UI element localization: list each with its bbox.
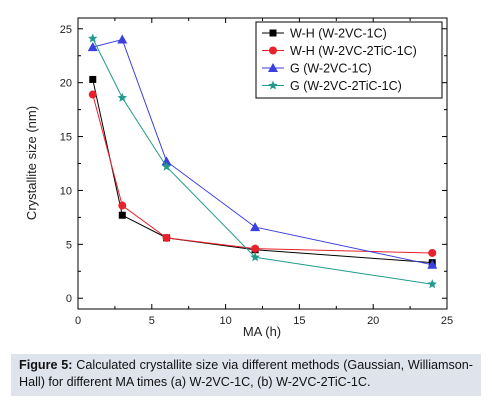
y-tick-label: 0	[66, 293, 72, 305]
data-point	[162, 233, 171, 242]
legend-marker	[268, 63, 278, 72]
data-point	[250, 252, 260, 262]
data-point	[89, 75, 97, 83]
data-point	[251, 244, 260, 253]
data-point	[88, 33, 98, 43]
data-point	[161, 161, 172, 171]
x-axis-label: MA (h)	[243, 324, 281, 339]
legend-box	[255, 21, 443, 99]
series-4	[88, 33, 437, 289]
y-tick-label: 25	[60, 24, 72, 36]
x-tick-label: 20	[367, 315, 379, 327]
legend-marker	[269, 46, 277, 55]
data-point	[428, 248, 437, 257]
legend-marker	[268, 80, 278, 90]
x-tick-label: 15	[293, 315, 305, 327]
x-tick-label: 25	[441, 315, 453, 327]
series-1	[89, 75, 436, 267]
data-point	[118, 211, 126, 219]
data-point	[117, 92, 128, 102]
x-tick-label: 0	[75, 315, 81, 327]
data-point	[88, 90, 97, 99]
y-tick-label: 10	[60, 185, 72, 197]
x-tick-label: 5	[149, 315, 155, 327]
data-point	[118, 201, 127, 210]
series-2	[88, 90, 437, 257]
figure-caption: Figure 5: Calculated crystallite size vi…	[11, 354, 481, 396]
data-point	[427, 279, 437, 289]
caption-label: Figure 5:	[19, 358, 73, 372]
series-line	[92, 94, 433, 254]
y-tick-label: 5	[66, 239, 72, 251]
legend-entry: G (W-2VC-1C)	[290, 62, 372, 76]
data-point	[117, 34, 128, 44]
legend-entry: G (W-2VC-2TiC-1C)	[290, 79, 402, 93]
y-tick-label: 20	[60, 78, 72, 90]
legend-entry: W-H (W-2VC-1C)	[290, 27, 387, 41]
chart: 0 5 10 15 20 25 0 5 10 15 20 25 W-H (W-2VC-1C) W-H (…	[24, 17, 453, 339]
x-tick-label: 10	[219, 315, 231, 327]
series-3	[87, 34, 438, 269]
y-tick-label: 15	[60, 132, 72, 144]
data-point	[87, 42, 98, 52]
legend-marker	[269, 29, 277, 37]
caption-text: Calculated crystallite size via differen…	[19, 358, 473, 389]
legend-entry: W-H (W-2VC-2TiC-1C)	[290, 44, 417, 58]
data-point	[427, 259, 438, 269]
data-point	[250, 222, 261, 232]
y-axis-label: Crystallite size (nm)	[24, 106, 39, 220]
series-line	[92, 79, 433, 264]
